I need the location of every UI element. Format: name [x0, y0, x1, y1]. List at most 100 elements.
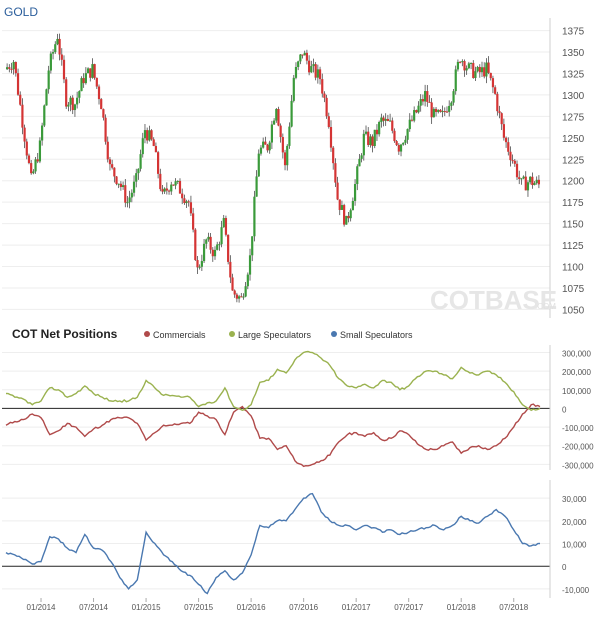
legend-item: Commercials: [144, 330, 206, 340]
candle-up: [456, 59, 460, 72]
candle-down: [371, 134, 374, 153]
legend-label: Small Speculators: [340, 330, 413, 340]
candle-up: [452, 89, 455, 106]
candle-down: [500, 112, 503, 131]
candle-up: [174, 178, 177, 190]
candle-up: [399, 143, 403, 157]
candle-down: [113, 167, 116, 183]
candle-body: [167, 190, 171, 192]
candle-down: [172, 184, 175, 186]
candle-body: [67, 104, 70, 107]
candle-up: [275, 107, 278, 123]
candle-body: [183, 198, 186, 204]
candle-down: [97, 84, 101, 105]
candle-up: [467, 61, 470, 70]
candle-down: [209, 233, 212, 254]
candle-up: [91, 58, 94, 79]
candle-up: [185, 199, 188, 209]
candle-up: [288, 122, 291, 149]
candle-up: [340, 200, 344, 211]
cot-y-tick-label: 20,000: [562, 518, 587, 527]
candle-body: [275, 109, 278, 121]
candle-body: [194, 229, 197, 261]
candle-down: [277, 106, 280, 127]
candle-up: [69, 95, 72, 112]
candle-up: [73, 103, 77, 117]
candle-body: [415, 110, 418, 113]
candle-body: [135, 173, 138, 182]
candle-up: [485, 58, 488, 84]
candle-body: [78, 91, 81, 98]
candle-down: [338, 199, 341, 216]
candle-down: [264, 136, 267, 145]
candle-body: [312, 64, 315, 67]
candle-body: [445, 111, 449, 113]
candle-down: [327, 112, 330, 129]
candle-body: [478, 66, 481, 73]
candle-down: [443, 107, 446, 117]
candle-body: [487, 62, 490, 73]
candle-down: [189, 195, 193, 216]
candle-down: [154, 142, 158, 153]
candle-up: [476, 65, 479, 73]
candle-body: [27, 155, 31, 164]
candle-body: [262, 141, 265, 148]
candle-down: [25, 138, 28, 160]
candle-body: [476, 66, 479, 72]
candle-body: [159, 173, 162, 190]
candle-body: [500, 113, 503, 125]
candle-down: [524, 171, 527, 191]
candle-body: [128, 197, 131, 203]
candle-down: [8, 64, 11, 73]
candle-body: [402, 142, 405, 145]
candle-down: [178, 178, 182, 194]
candle-up: [533, 181, 536, 186]
candle-body: [244, 286, 247, 297]
candle-body: [277, 109, 280, 126]
candle-body: [419, 99, 422, 106]
candle-body: [397, 145, 400, 152]
candle-down: [10, 62, 13, 74]
candle-body: [461, 61, 464, 63]
candle-body: [437, 109, 440, 112]
candle-body: [12, 61, 15, 70]
candle-up: [360, 153, 363, 163]
candle-body: [102, 109, 105, 118]
candle-body: [373, 129, 376, 146]
candle-up: [520, 178, 523, 185]
candle-body: [233, 290, 236, 295]
candle-down: [332, 145, 335, 170]
candle-up: [362, 129, 365, 161]
candle-up: [316, 64, 319, 84]
candle-down: [227, 234, 230, 265]
candle-body: [332, 147, 335, 164]
candle-down: [515, 160, 519, 181]
candle-up: [290, 94, 293, 128]
candle-up: [378, 120, 381, 137]
candle-down: [391, 117, 394, 134]
candle-down: [58, 33, 61, 61]
candle-body: [314, 64, 317, 78]
candle-body: [288, 126, 291, 146]
candle-body: [432, 108, 435, 118]
candle-body: [535, 179, 538, 184]
candle-down: [194, 228, 197, 261]
candle-body: [132, 181, 136, 193]
candle-up: [163, 187, 166, 194]
candle-body: [189, 202, 193, 214]
candle-body: [424, 91, 427, 102]
candle-body: [82, 78, 85, 84]
cotbase-watermark: COTBASE: [430, 285, 557, 315]
candle-body: [10, 68, 13, 70]
candle-body: [76, 97, 79, 105]
candle-body: [65, 79, 68, 107]
candle-body: [163, 188, 166, 192]
candle-down: [111, 159, 114, 170]
candle-down: [472, 60, 475, 79]
candle-up: [67, 101, 70, 112]
candle-body: [121, 185, 125, 188]
candle-down: [428, 95, 431, 103]
candle-body: [213, 249, 217, 257]
gold-y-tick-label: 1375: [562, 27, 585, 38]
